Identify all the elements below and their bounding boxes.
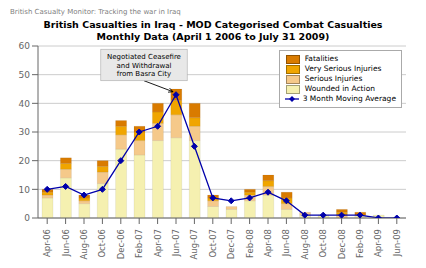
svg-text:20: 20 xyxy=(19,156,31,166)
svg-text:Jun-08: Jun-08 xyxy=(281,229,291,257)
svg-text:Jun-06: Jun-06 xyxy=(61,229,71,257)
html-text:Monthly Data (April 1 2006 to: Monthly Data (April 1 2006 to July 31 20… xyxy=(96,31,330,42)
svg-text:Aug-06: Aug-06 xyxy=(79,229,89,259)
svg-text:0: 0 xyxy=(24,213,30,223)
html-text:Fatalities: Fatalities xyxy=(304,54,339,63)
svg-text:Apr-09: Apr-09 xyxy=(373,229,383,257)
svg-text:50: 50 xyxy=(19,70,31,80)
svg-text:Oct-08: Oct-08 xyxy=(318,229,328,258)
svg-text:Apr-06: Apr-06 xyxy=(42,229,52,257)
html-text:Serious Injuries: Serious Injuries xyxy=(304,74,363,83)
html-text:Very Serious Injuries: Very Serious Injuries xyxy=(304,64,382,73)
svg-text:Aug-07: Aug-07 xyxy=(189,229,199,259)
svg-text:Jun-07: Jun-07 xyxy=(171,229,181,257)
svg-text:Feb-08: Feb-08 xyxy=(245,229,255,258)
html-text:Wounded in Action: Wounded in Action xyxy=(304,84,375,93)
svg-text:Jun-09: Jun-09 xyxy=(392,229,402,257)
svg-text:40: 40 xyxy=(19,99,31,109)
svg-text:Apr-08: Apr-08 xyxy=(263,229,273,257)
svg-text:Feb-07: Feb-07 xyxy=(134,229,144,258)
svg-text:Dec-08: Dec-08 xyxy=(337,229,347,259)
svg-text:Oct-06: Oct-06 xyxy=(97,229,107,258)
svg-text:10: 10 xyxy=(19,185,31,195)
html-text:British Casualties in Iraq - M: British Casualties in Iraq - MOD Categor… xyxy=(43,19,383,30)
svg-text:Aug-08: Aug-08 xyxy=(300,229,310,259)
svg-text:Apr-07: Apr-07 xyxy=(153,229,163,257)
svg-text:Dec-07: Dec-07 xyxy=(226,229,236,259)
html-text:British Casualty Monitor: Trac: British Casualty Monitor: Tracking the w… xyxy=(10,8,181,16)
svg-text:60: 60 xyxy=(19,41,31,51)
svg-text:Negotiated Ceasefireand Withdr: Negotiated Ceasefireand Withdrawalfrom B… xyxy=(107,53,181,78)
svg-text:30: 30 xyxy=(19,127,31,137)
html-text:3 Month Moving Average: 3 Month Moving Average xyxy=(302,94,396,103)
svg-text:Oct-07: Oct-07 xyxy=(208,229,218,258)
svg-text:Dec-06: Dec-06 xyxy=(116,229,126,259)
svg-text:Feb-09: Feb-09 xyxy=(355,229,365,258)
